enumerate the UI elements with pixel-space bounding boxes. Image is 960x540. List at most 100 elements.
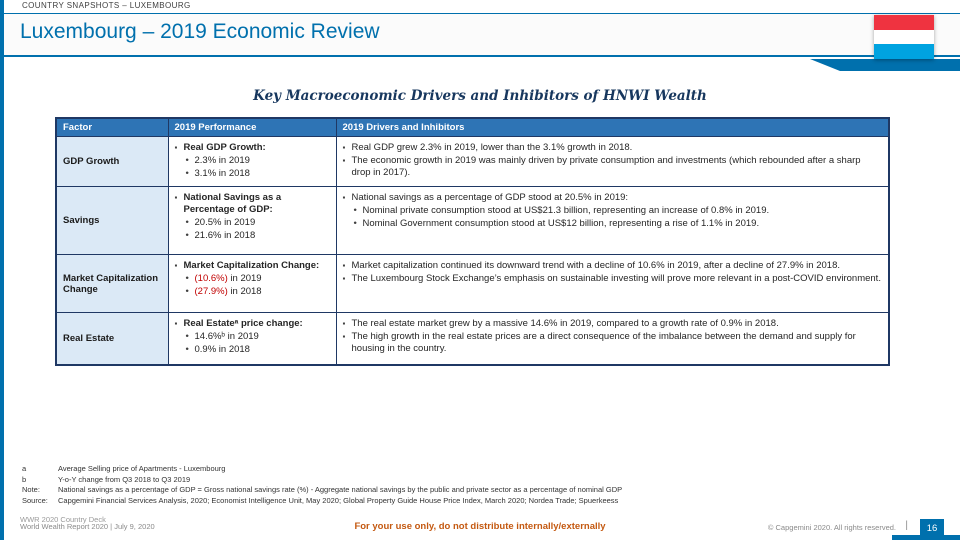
bullet-marker: • (185, 273, 189, 284)
performance-cell: ▪ Real Estateᵃ price change: • 14.6%ᵇ in 20… (167, 312, 337, 365)
bullet-text: 3.1% in 2018 (194, 167, 250, 179)
macro-drivers-table: Factor 2019 Performance 2019 Drivers and… (55, 117, 890, 366)
bullet-item: ▪ Real GDP Growth: (175, 142, 330, 154)
performance-cell: ▪ Real GDP Growth: • 2.3% in 2019 • 3.1% in 2… (167, 136, 337, 187)
footnote-text: Y-o-Y change from Q3 2018 to Q3 2019 (58, 474, 191, 484)
drivers-cell: ▪ National savings as a percentage of GDP… (335, 186, 890, 255)
bullet-text: The economic growth in 2019 was mainly d… (351, 155, 861, 178)
bullet-item: • Nominal private consumption stood at US… (354, 205, 883, 217)
bullet-text: 14.6%ᵇ in 2019 (194, 331, 259, 342)
bullet-item: ▪ The economic growth in 2019 was mainly … (343, 155, 883, 179)
flag-stripe (874, 29, 934, 45)
negative-value: (27.9%) (194, 285, 228, 297)
footnote-text: Average Selling price of Apartments - Lu… (58, 464, 226, 473)
bullet-marker: ▪ (174, 193, 178, 202)
performance-cell: ▪ National Savings as a Percentage of GDP… (167, 186, 337, 255)
bullet-text: The real estate market grew by a massive… (351, 318, 779, 329)
col-header-drivers: 2019 Drivers and Inhibitors (335, 117, 890, 137)
bullet-text: Real GDP Growth: (183, 142, 266, 153)
bullet-marker: ▪ (174, 261, 178, 270)
bullet-marker: • (185, 343, 189, 355)
bullet-item: • 3.1% in 2018 (186, 168, 330, 180)
bullet-text: The Luxembourg Stock Exchange’s emphasis… (351, 273, 881, 284)
bullet-text: Nominal Government consumption stood at … (362, 217, 760, 229)
drivers-cell: ▪ Market capitalization continued its dow… (335, 254, 890, 313)
bullet-text: The high growth in the real estate price… (351, 331, 856, 354)
page-title: Luxembourg – 2019 Economic Review (20, 20, 380, 43)
bullet-item: • 2.3% in 2019 (186, 155, 330, 167)
bullet-marker: ▪ (342, 261, 346, 270)
drivers-cell: ▪ The real estate market grew by a massiv… (335, 312, 890, 365)
bullet-text: National savings as a percentage of GDP … (351, 192, 629, 203)
bullet-marker: • (353, 217, 357, 229)
bullet-item: ▪ Market Capitalization Change: (175, 260, 330, 272)
bullet-marker: • (353, 205, 357, 216)
footnote-line: Source: Capgemini Financial Services Anal… (22, 496, 622, 505)
header-decoration-wedge (810, 59, 960, 71)
footer-divider: | (905, 520, 908, 531)
luxembourg-flag (874, 15, 934, 60)
bullet-item: • 0.9% in 2018 (186, 344, 330, 356)
footer-confidentiality-notice: For your use only, do not distribute int… (354, 521, 606, 532)
bullet-marker: ▪ (342, 193, 346, 202)
breadcrumb: COUNTRY SNAPSHOTS – LUXEMBOURG (22, 1, 191, 10)
table-body: GDP Growth ▪ Real GDP Growth: • 2.3% in 2019… (55, 136, 890, 365)
bullet-item: • Nominal Government consumption stood at… (354, 218, 883, 230)
bullet-marker: • (185, 155, 189, 166)
footnote-label: Note: (22, 485, 40, 494)
bullet-marker: ▪ (342, 143, 346, 152)
footnote-label: Source: (22, 495, 48, 505)
bullet-text: (27.9%) in 2018 (194, 285, 262, 297)
page-number-badge: 16 (920, 519, 944, 537)
negative-value: (10.6%) (194, 273, 228, 284)
bullet-marker: ▪ (342, 319, 346, 328)
table-row: Market Capitalization Change ▪ Market Capi… (55, 254, 890, 313)
bullet-item: ▪ Market capitalization continued its dow… (343, 260, 883, 272)
bullet-text: Market capitalization continued its down… (351, 260, 841, 271)
bullet-item: • 20.5% in 2019 (186, 217, 330, 229)
bullet-item: • (27.9%) in 2018 (186, 286, 330, 298)
footnote-text: National savings as a percentage of GDP … (58, 485, 623, 494)
bullet-marker: • (185, 229, 189, 241)
col-header-factor: Factor (55, 117, 169, 137)
bullet-marker: • (185, 216, 189, 228)
table-header-row: Factor 2019 Performance 2019 Drivers and… (55, 117, 890, 137)
bullet-marker: ▪ (342, 156, 346, 165)
footnote-text: Capgemini Financial Services Analysis, 2… (58, 495, 619, 505)
factor-cell: Market Capitalization Change (55, 254, 169, 313)
bullet-item: • 14.6%ᵇ in 2019 (186, 331, 330, 343)
left-accent-strip (0, 0, 4, 540)
bullet-item: ▪ National savings as a percentage of GDP… (343, 192, 883, 204)
bullet-text: Real GDP grew 2.3% in 2019, lower than t… (351, 142, 633, 153)
bullet-text: 0.9% in 2018 (194, 343, 250, 355)
bullet-item: ▪ The high growth in the real estate pric… (343, 331, 883, 355)
bullet-text: Market Capitalization Change: (183, 260, 320, 271)
bullet-item: ▪ The Luxembourg Stock Exchange’s emphasi… (343, 273, 883, 285)
section-title: Key Macroeconomic Drivers and Inhibitors… (253, 88, 707, 104)
footer-watermark: WWR 2020 Country Deck (20, 515, 106, 524)
bullet-marker: ▪ (174, 143, 178, 152)
table-row: Savings ▪ National Savings as a Percentage… (55, 186, 890, 255)
footer-report-line: World Wealth Report 2020 | July 9, 2020 (20, 522, 155, 531)
bullet-text: Real Estateᵃ price change: (183, 318, 303, 329)
footnotes: a Average Selling price of Apartments - L… (22, 464, 622, 506)
bullet-item: ▪ The real estate market grew by a massiv… (343, 318, 883, 330)
performance-cell: ▪ Market Capitalization Change: • (10.6%) i… (167, 254, 337, 313)
factor-cell: Savings (55, 186, 169, 255)
bullet-text: 2.3% in 2019 (194, 155, 250, 166)
factor-cell: Real Estate (55, 312, 169, 365)
table-row: Real Estate ▪ Real Estateᵃ price change: • 1… (55, 312, 890, 365)
bullet-marker: • (185, 167, 189, 179)
bullet-item: • (10.6%) in 2019 (186, 273, 330, 285)
col-header-performance: 2019 Performance (167, 117, 337, 137)
table-row: GDP Growth ▪ Real GDP Growth: • 2.3% in 2019… (55, 136, 890, 187)
bullet-text: National Savings as a Percentage of GDP: (183, 192, 282, 215)
footnote-label: a (22, 464, 27, 473)
bullet-marker: • (185, 285, 189, 297)
flag-stripe (874, 44, 934, 60)
bullet-text: Nominal private consumption stood at US$… (362, 205, 770, 216)
bullet-text: 21.6% in 2018 (194, 229, 256, 241)
footer-copyright: © Capgemini 2020. All rights reserved. (767, 523, 896, 532)
bullet-text: 20.5% in 2019 (194, 216, 256, 228)
footnote-label: b (22, 474, 27, 484)
